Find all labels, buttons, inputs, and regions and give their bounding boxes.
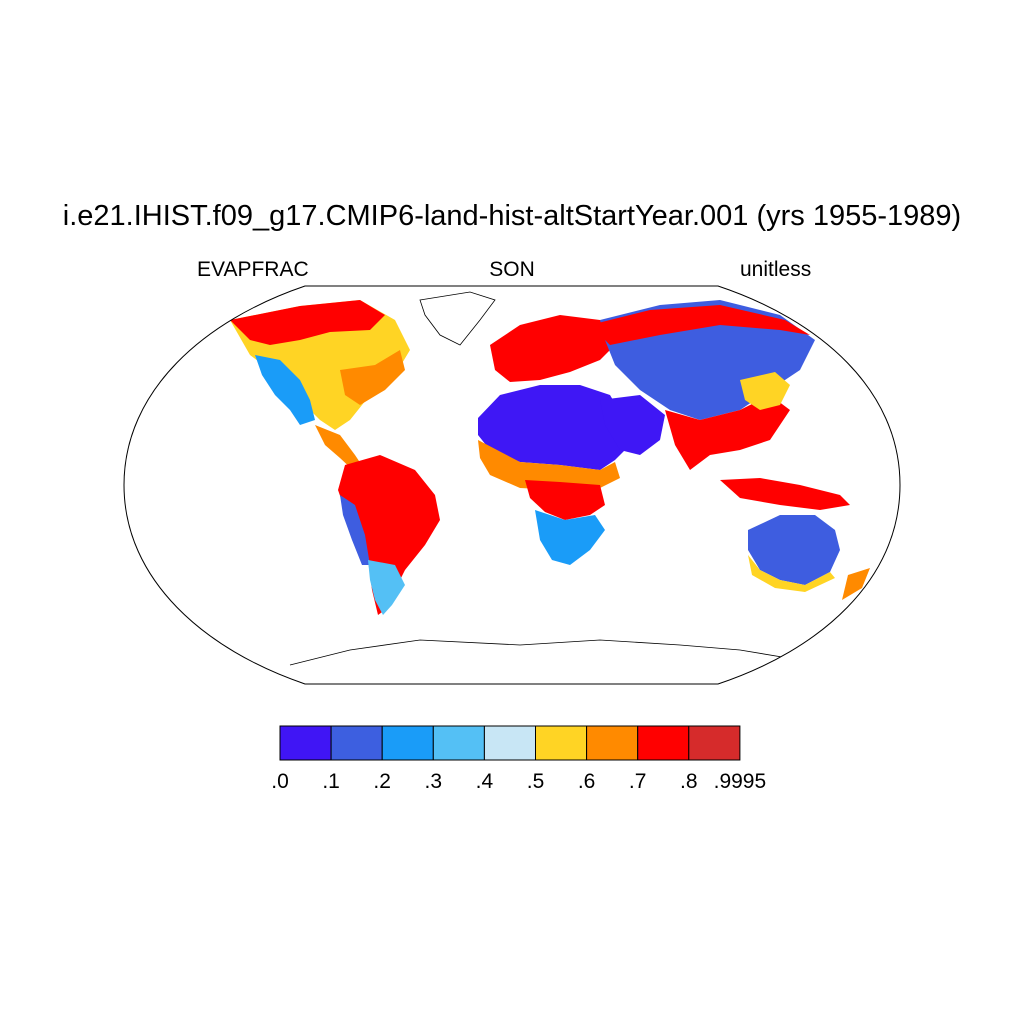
colorbar-swatch [330, 725, 383, 761]
australia-coast [748, 555, 835, 592]
south-america-land [338, 455, 440, 615]
colorbar-swatch [483, 725, 536, 761]
colorbar-tick-label: .7 [628, 770, 647, 793]
units-label: unitless [740, 258, 812, 281]
colorbar-tick-label: .1 [322, 770, 340, 793]
africa-land [478, 385, 630, 470]
greenland-outline [419, 291, 496, 346]
colorbar-tick-label: .3 [424, 770, 443, 793]
colorbar-swatch [279, 725, 332, 761]
map-border [123, 285, 901, 685]
colorbar-swatch [432, 725, 485, 761]
central-africa [525, 480, 605, 520]
colorbar-tick-label: .9995 [713, 770, 767, 793]
antarctica-outline [289, 639, 831, 671]
south-america-south [368, 560, 405, 615]
maritime-continent [720, 478, 850, 510]
colorbar-tick-label: .0 [271, 770, 289, 793]
colorbar-swatch [637, 725, 690, 761]
new-zealand-land [842, 568, 870, 600]
southern-africa [535, 510, 605, 565]
south-asia [665, 395, 790, 470]
europe-land [490, 315, 620, 382]
colorbar-swatch [381, 725, 434, 761]
colorbar-tick-label: .5 [526, 770, 545, 793]
season-label: SON [489, 258, 535, 281]
siberia-north [590, 305, 810, 345]
colorbar-swatch [586, 725, 639, 761]
australia-land [748, 515, 840, 585]
east-asia [740, 372, 790, 410]
colorbar-tick-label: .8 [680, 770, 698, 793]
plot-title: i.e21.IHIST.f09_g17.CMIP6-land-hist-altS… [62, 200, 962, 232]
colorbar-tick-label: .4 [475, 770, 494, 793]
colorbar-swatch [688, 725, 741, 761]
colorbar-swatch [535, 725, 588, 761]
north-america-east [340, 350, 405, 405]
sahel-band [478, 440, 620, 490]
colorbar-tick-label: .2 [373, 770, 391, 793]
central-america-land [315, 425, 365, 472]
arabia-land [600, 395, 665, 455]
land-field [230, 291, 870, 671]
colorbar-tick-label: .6 [577, 770, 596, 793]
andes-strip [340, 495, 370, 565]
colorbar [279, 725, 741, 761]
north-america-north [230, 300, 385, 345]
north-america-west [255, 355, 315, 425]
variable-label: EVAPFRAC [197, 258, 309, 281]
